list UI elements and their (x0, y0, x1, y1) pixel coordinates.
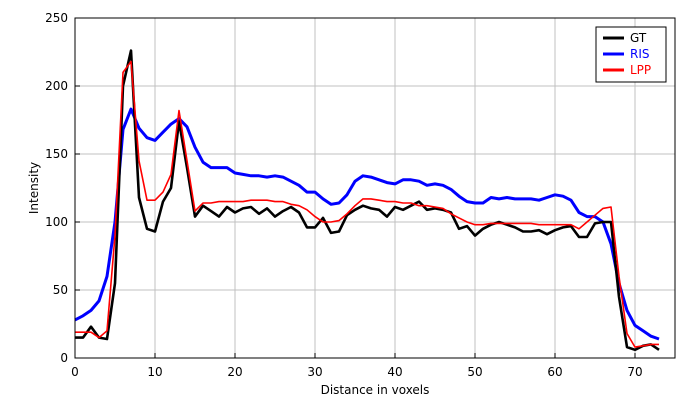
legend-label-lpp: LPP (630, 63, 651, 77)
x-tick-label: 50 (467, 365, 482, 379)
y-tick-label: 250 (45, 11, 68, 25)
legend-label-ris: RIS (630, 47, 650, 61)
series-line-gt (75, 49, 660, 352)
y-axis-title: Intensity (27, 162, 41, 214)
plot-area (75, 18, 675, 358)
plot-frame (74, 17, 676, 359)
series-line-lpp (75, 60, 659, 348)
y-tick-label: 50 (53, 283, 68, 297)
x-axis-title: Distance in voxels (321, 383, 430, 397)
legend: GT RIS LPP (595, 26, 667, 83)
x-axis-ticks: 0 10 20 30 40 50 60 70 (71, 353, 643, 379)
y-tick-label: 200 (45, 79, 68, 93)
x-tick-label: 30 (307, 365, 322, 379)
x-tick-label: 40 (387, 365, 402, 379)
y-tick-label: 100 (45, 215, 68, 229)
y-axis-ticks: 0 50 100 150 200 250 (45, 11, 80, 365)
legend-label-gt: GT (630, 31, 647, 45)
y-tick-label: 0 (60, 351, 68, 365)
x-tick-label: 20 (227, 365, 242, 379)
x-tick-label: 10 (147, 365, 162, 379)
x-tick-label: 60 (547, 365, 562, 379)
series-lines (74, 49, 660, 352)
series-line-ris (74, 107, 660, 341)
y-tick-label: 150 (45, 147, 68, 161)
x-tick-label: 70 (627, 365, 642, 379)
x-tick-label: 0 (71, 365, 79, 379)
